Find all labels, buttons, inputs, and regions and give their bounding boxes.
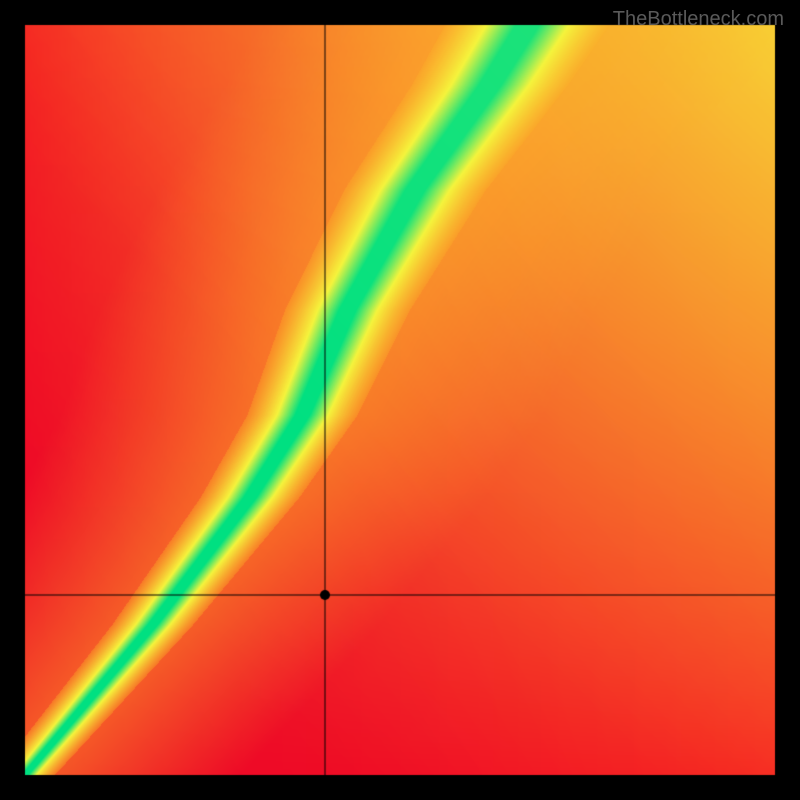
heatmap-canvas — [0, 0, 800, 800]
chart-container: TheBottleneck.com — [0, 0, 800, 800]
watermark-text: TheBottleneck.com — [613, 8, 784, 31]
